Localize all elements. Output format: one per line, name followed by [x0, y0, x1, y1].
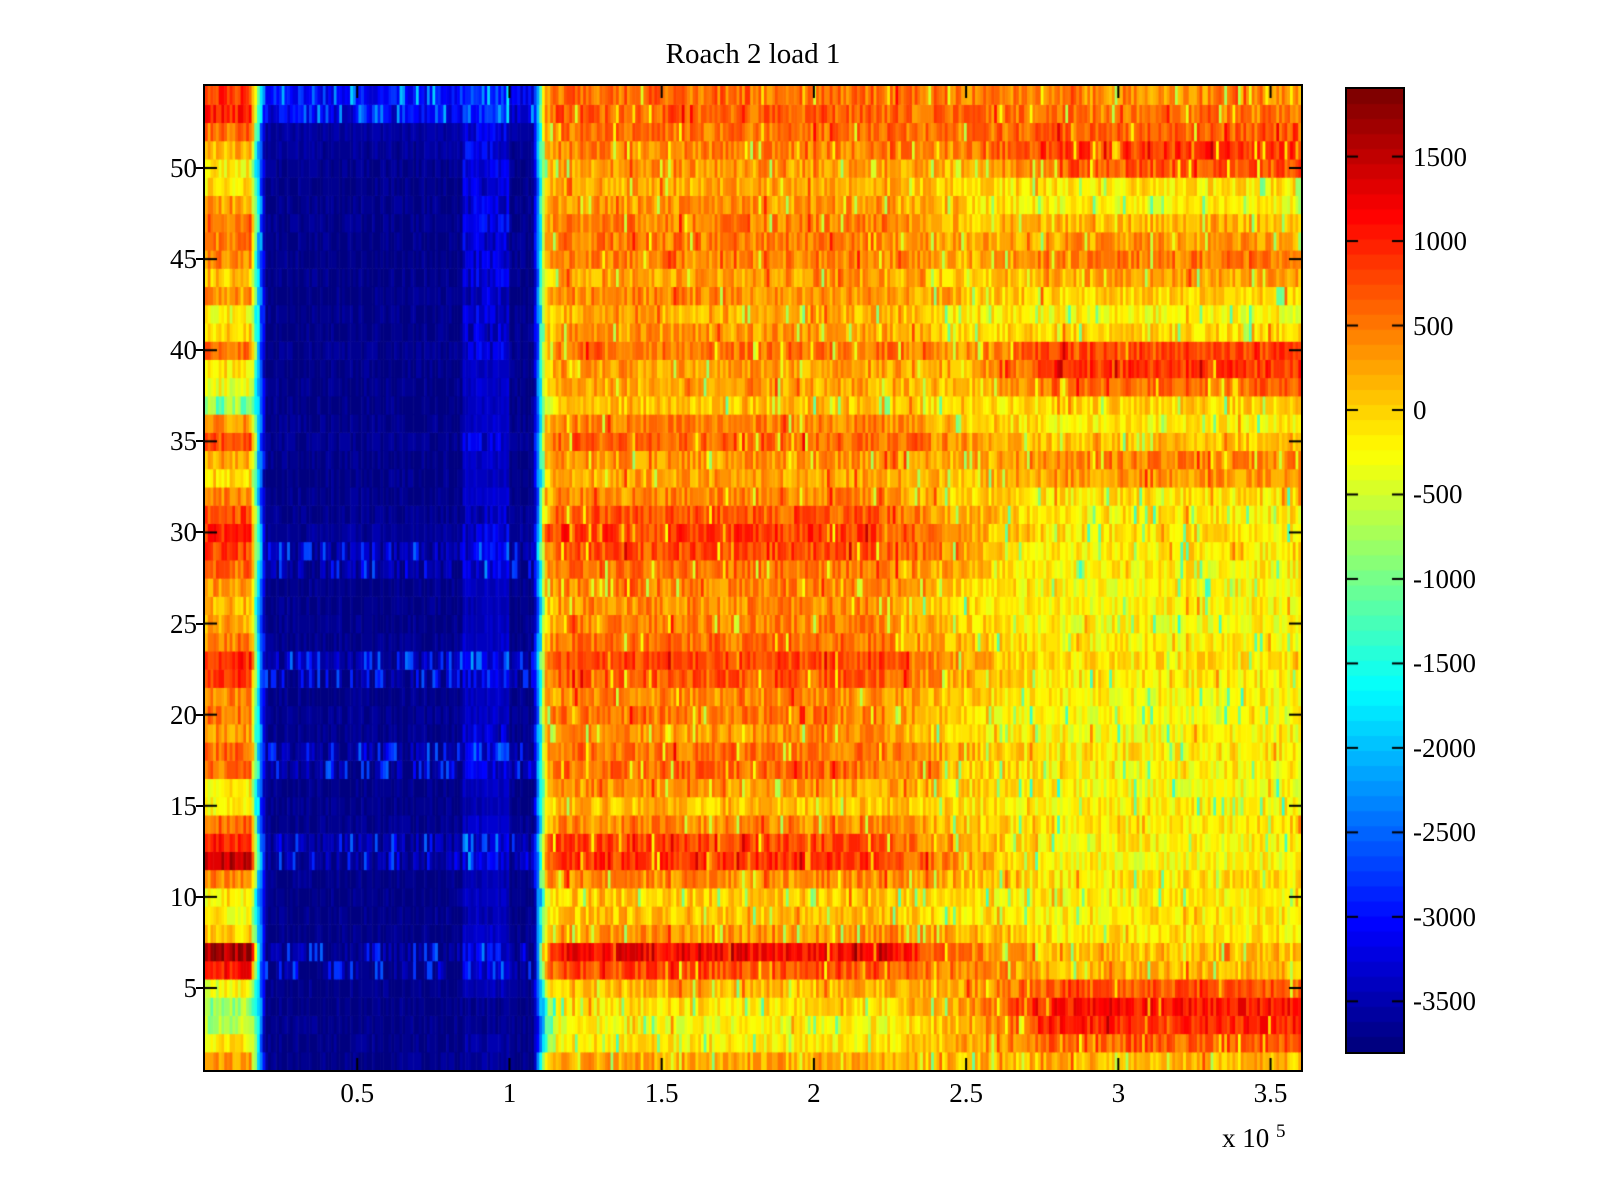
- y-tick-label-5: 5: [183, 973, 198, 1003]
- colorbar-tick-label-1500: 1500: [1413, 141, 1467, 172]
- x-tick-label-1.5: 1.5: [644, 1078, 679, 1108]
- colorbar-tick-label--1500: -1500: [1413, 648, 1476, 679]
- x-exponent-power: 5: [1276, 1121, 1286, 1142]
- colorbar-tick-label--2500: -2500: [1413, 817, 1476, 848]
- y-tick-label-30: 30: [170, 517, 197, 548]
- y-tick-mark: [196, 622, 204, 625]
- y-tick-label-20: 20: [170, 699, 197, 730]
- y-tick-label-15: 15: [170, 790, 197, 821]
- y-tick-mark: [196, 531, 204, 534]
- y-tick-mark: [196, 804, 204, 807]
- y-tick-mark: [196, 987, 204, 989]
- y-tick-mark: [196, 167, 204, 169]
- colorbar-tick-label-1000: 1000: [1413, 226, 1467, 257]
- y-tick-mark: [196, 895, 204, 898]
- y-tick-mark: [196, 440, 204, 443]
- x-tick-label-2: 2: [807, 1078, 821, 1108]
- x-tick-label-0.5: 0.5: [340, 1078, 375, 1108]
- y-tick-mark: [196, 258, 204, 261]
- y-tick-label-35: 35: [170, 426, 197, 457]
- y-tick-label-10: 10: [170, 881, 197, 912]
- x-exponent-base: x 10: [1222, 1123, 1270, 1153]
- colorbar-tick-label--3000: -3000: [1413, 901, 1476, 932]
- heatmap-canvas: [205, 86, 1301, 1070]
- y-tick-label-40: 40: [170, 335, 197, 366]
- y-tick-mark: [196, 713, 204, 716]
- colorbar-tick-label--2000: -2000: [1413, 732, 1476, 763]
- plot-title: Roach 2 load 1: [665, 38, 841, 70]
- x-tick-label-3.5: 3.5: [1253, 1078, 1288, 1108]
- x-tick-label-2.5: 2.5: [949, 1078, 983, 1108]
- colorbar-tick-label--3500: -3500: [1413, 986, 1476, 1017]
- y-tick-mark: [196, 349, 204, 352]
- colorbar-tick-label-500: 500: [1413, 310, 1454, 341]
- colorbar-tick-label--1000: -1000: [1413, 563, 1476, 594]
- x-tick-label-3: 3: [1111, 1078, 1126, 1108]
- y-tick-label-45: 45: [170, 244, 197, 275]
- colorbar-tick-label-0: 0: [1413, 395, 1427, 425]
- plot-frame: [203, 84, 1303, 1072]
- colorbar-frame: [1345, 87, 1405, 1054]
- y-tick-label-25: 25: [170, 608, 197, 639]
- colorbar-tick-label--500: -500: [1413, 479, 1463, 510]
- colorbar-canvas: [1347, 89, 1403, 1052]
- x-axis-exponent-label: x 10 5: [1222, 1118, 1286, 1152]
- y-tick-label-50: 50: [170, 153, 197, 183]
- x-tick-label-1: 1: [502, 1078, 517, 1108]
